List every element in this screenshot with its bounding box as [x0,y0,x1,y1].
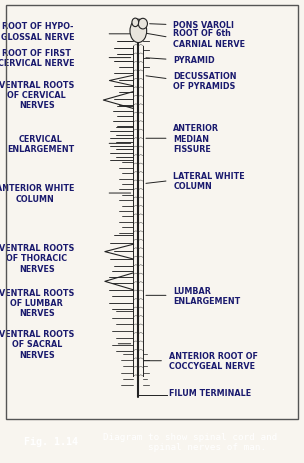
Text: DECUSSATION
OF PYRAMIDS: DECUSSATION OF PYRAMIDS [173,72,237,91]
Text: VENTRAL ROOTS
OF LUMBAR
NERVES: VENTRAL ROOTS OF LUMBAR NERVES [0,288,74,318]
Ellipse shape [132,19,139,27]
Text: LUMBAR
ENLARGEMENT: LUMBAR ENLARGEMENT [173,286,240,306]
Text: Fig. 1.14: Fig. 1.14 [24,436,78,446]
Text: ROOT OF FIRST
CERVICAL NERVE: ROOT OF FIRST CERVICAL NERVE [0,49,74,68]
Text: PYRAMID: PYRAMID [173,56,215,65]
Ellipse shape [138,19,147,30]
Ellipse shape [130,20,147,44]
Text: CERVICAL
ENLARGEMENT: CERVICAL ENLARGEMENT [7,134,74,154]
Text: Diagram to show spinal cord and
        spinal nerves of man.: Diagram to show spinal cord and spinal n… [103,432,278,451]
Text: PONS VAROLI: PONS VAROLI [173,21,234,30]
Text: VENTRAL ROOTS
OF THORACIC
NERVES: VENTRAL ROOTS OF THORACIC NERVES [0,244,74,273]
Text: FILUM TERMINALE: FILUM TERMINALE [169,388,251,398]
Text: ROOT OF 6th
CARNIAL NERVE: ROOT OF 6th CARNIAL NERVE [173,29,245,49]
Text: ROOT OF HYPO-
GLOSSAL NERVE: ROOT OF HYPO- GLOSSAL NERVE [1,22,74,42]
Text: VENTRAL ROOTS
OF SACRAL
NERVES: VENTRAL ROOTS OF SACRAL NERVES [0,329,74,359]
Text: LATERAL WHITE
COLUMN: LATERAL WHITE COLUMN [173,172,245,191]
Text: ANTERIOR WHITE
COLUMN: ANTERIOR WHITE COLUMN [0,184,74,203]
Text: VENTRAL ROOTS
OF CERVICAL
NERVES: VENTRAL ROOTS OF CERVICAL NERVES [0,81,74,110]
Text: ANTERIOR
MEDIAN
FISSURE: ANTERIOR MEDIAN FISSURE [173,124,219,154]
Text: ANTERIOR ROOT OF
COCCYGEAL NERVE: ANTERIOR ROOT OF COCCYGEAL NERVE [169,351,257,370]
